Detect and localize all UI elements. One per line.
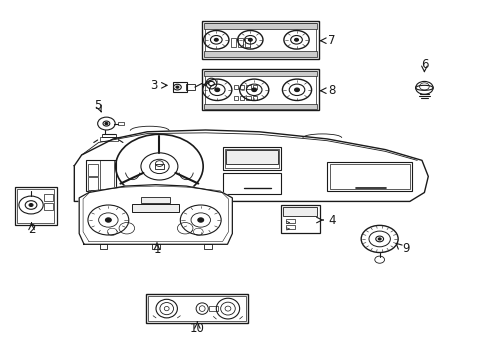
Polygon shape	[79, 185, 232, 244]
Text: 1: 1	[153, 243, 161, 256]
Circle shape	[198, 218, 203, 222]
Bar	[203, 23, 317, 29]
Circle shape	[105, 122, 108, 125]
Bar	[148, 296, 246, 321]
Bar	[281, 205, 319, 233]
Text: 10: 10	[189, 322, 204, 335]
Bar	[252, 96, 257, 100]
Polygon shape	[74, 130, 427, 202]
Bar	[224, 149, 278, 168]
Bar	[152, 244, 159, 249]
Bar	[18, 189, 54, 223]
Bar	[230, 39, 235, 47]
Bar	[201, 21, 319, 59]
Text: 4: 4	[327, 214, 335, 227]
Text: 6: 6	[420, 58, 427, 72]
Circle shape	[176, 86, 179, 88]
Bar	[285, 225, 294, 229]
Bar	[141, 197, 169, 203]
Text: 3: 3	[150, 79, 158, 92]
Bar	[44, 203, 53, 210]
Bar	[100, 137, 118, 141]
Bar	[100, 244, 107, 249]
Bar	[246, 96, 250, 100]
Text: 7: 7	[327, 34, 335, 47]
Bar	[329, 164, 409, 189]
Circle shape	[105, 218, 111, 222]
Text: 9: 9	[402, 242, 409, 255]
Bar	[245, 39, 250, 47]
Bar	[246, 85, 250, 89]
Bar	[326, 162, 411, 191]
Bar	[283, 207, 317, 216]
Bar	[88, 177, 98, 190]
Bar	[88, 164, 98, 176]
Bar	[222, 173, 281, 194]
Bar	[240, 96, 244, 100]
Bar	[44, 194, 53, 202]
Bar	[225, 150, 277, 164]
Bar	[240, 85, 244, 89]
Text: 2: 2	[28, 223, 35, 236]
Circle shape	[214, 88, 219, 91]
Bar	[208, 306, 217, 311]
Bar	[186, 84, 195, 90]
Bar	[203, 71, 317, 76]
Bar	[204, 71, 316, 108]
Bar	[233, 96, 238, 100]
Bar	[118, 122, 123, 125]
Text: 5: 5	[94, 99, 101, 112]
Bar	[102, 134, 116, 137]
Bar	[252, 85, 257, 89]
Bar	[238, 39, 243, 47]
Bar	[131, 204, 179, 212]
Bar	[222, 147, 281, 170]
Circle shape	[294, 39, 298, 41]
Bar	[100, 160, 114, 192]
Bar	[86, 160, 116, 192]
Bar	[233, 85, 238, 89]
Circle shape	[29, 203, 33, 206]
Bar	[203, 104, 317, 109]
Bar	[203, 244, 211, 249]
Bar	[146, 294, 248, 323]
Bar	[154, 164, 164, 169]
Bar	[172, 82, 187, 92]
Circle shape	[248, 39, 252, 41]
Bar	[204, 23, 316, 57]
Circle shape	[251, 88, 256, 91]
Text: 8: 8	[327, 84, 335, 97]
Circle shape	[214, 39, 218, 41]
Bar	[15, 187, 57, 225]
Bar	[285, 219, 294, 223]
Bar	[201, 69, 319, 111]
Bar	[203, 51, 317, 57]
Circle shape	[377, 238, 380, 240]
Circle shape	[294, 88, 299, 91]
